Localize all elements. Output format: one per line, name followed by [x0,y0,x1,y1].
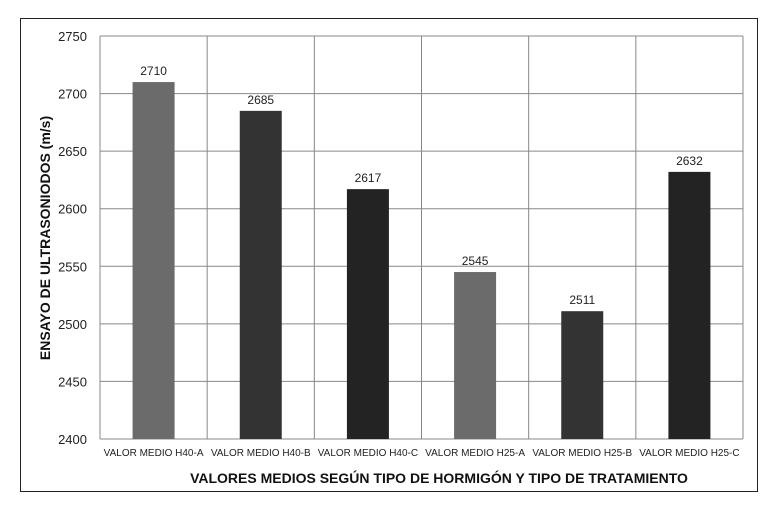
y-tick-label: 2400 [58,432,87,447]
x-tick-label: VALOR MEDIO H25-C [639,448,739,459]
data-label: 2617 [355,171,382,185]
grid [99,35,744,440]
x-tick-label: VALOR MEDIO H25-B [532,448,632,459]
bar-6 [668,171,711,439]
y-tick-label: 2450 [58,374,87,389]
y-tick-label: 2550 [58,259,87,274]
x-tick-label: VALOR MEDIO H40-C [318,448,418,459]
y-tick-labels: 2400 2450 2500 2550 2600 2650 2700 2750 [58,29,87,447]
x-axis-title: VALORES MEDIOS SEGÚN TIPO DE HORMIGÓN Y … [190,469,688,486]
y-tick-label: 2600 [58,202,87,217]
data-label: 2511 [569,293,595,307]
data-label: 2685 [247,93,274,107]
y-axis-title: ENSAYO DE ULTRASONIODOS (m/s) [37,116,53,360]
bar-2 [239,110,282,439]
y-tick-label: 2700 [58,87,87,102]
bar-4 [454,272,497,439]
bar-5 [561,311,604,439]
x-tick-label: VALOR MEDIO H40-B [211,448,311,459]
data-label: 2710 [140,64,167,78]
x-tick-labels: VALOR MEDIO H40-A VALOR MEDIO H40-B VALOR … [104,448,740,459]
bars [132,82,711,440]
y-tick-label: 2650 [58,144,87,159]
bar-1 [132,82,175,440]
y-tick-label: 2750 [58,29,87,44]
data-labels: 2710 2685 2617 2545 2511 2632 [140,64,703,307]
data-label: 2632 [676,154,703,168]
x-tick-label: VALOR MEDIO H25-A [425,448,525,459]
bar-3 [346,189,389,439]
data-label: 2545 [462,254,489,268]
y-tick-label: 2500 [58,317,87,332]
x-tick-label: VALOR MEDIO H40-A [104,448,204,459]
chart-frame [20,18,758,492]
